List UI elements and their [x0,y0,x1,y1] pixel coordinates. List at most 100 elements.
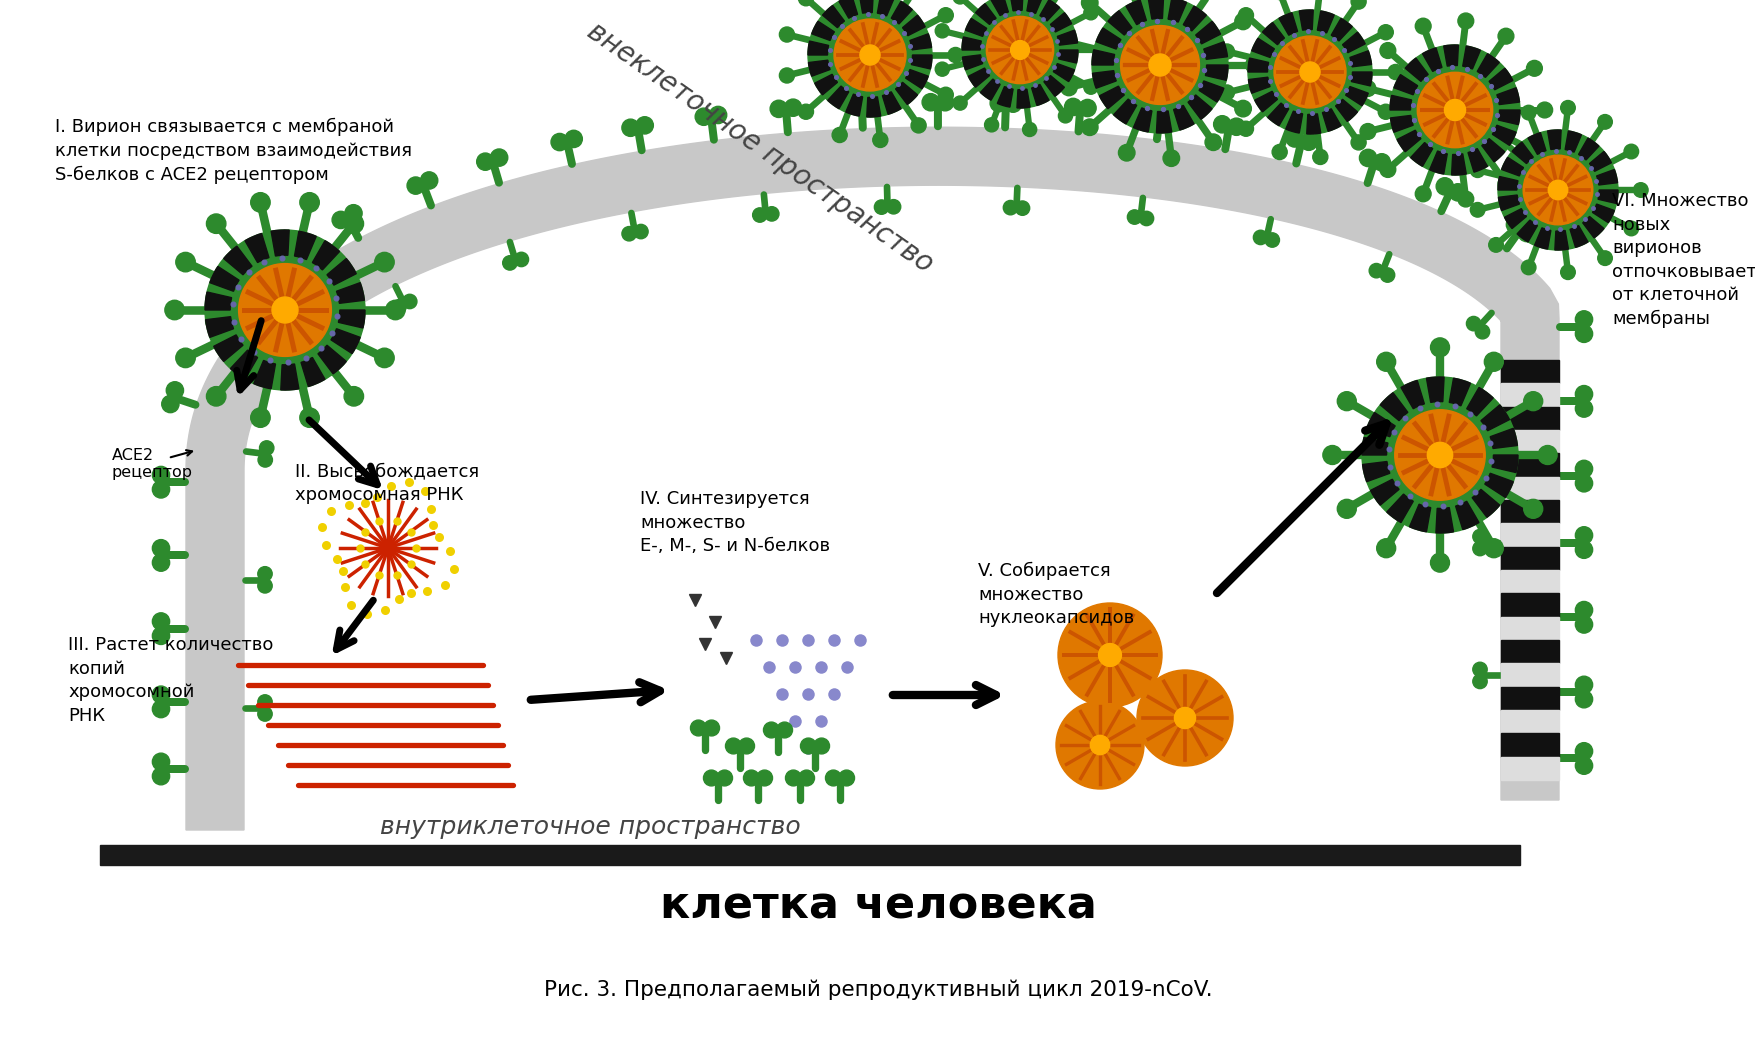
Text: VI. Множество
новых
вирионов
отпочковывается
от клеточной
мембраны: VI. Множество новых вирионов отпочковыва… [1611,192,1755,329]
Circle shape [1378,24,1392,39]
Circle shape [1574,542,1592,559]
Bar [1501,733,1558,757]
Wedge shape [1199,81,1223,102]
Wedge shape [811,21,834,40]
Circle shape [1299,133,1316,150]
Circle shape [799,104,813,119]
Wedge shape [1436,508,1453,533]
Circle shape [1274,36,1344,107]
Bar [1501,547,1558,570]
Wedge shape [1322,109,1341,131]
Circle shape [1058,603,1162,706]
Wedge shape [1495,87,1518,104]
Wedge shape [906,69,928,88]
Circle shape [1483,538,1502,558]
Circle shape [1393,410,1485,500]
Text: ACE2
рецептор: ACE2 рецептор [112,448,193,481]
Circle shape [832,128,846,143]
Circle shape [1457,13,1472,29]
Circle shape [205,312,223,330]
Circle shape [1092,43,1106,57]
Wedge shape [1409,143,1432,166]
Wedge shape [902,15,925,36]
Wedge shape [1188,95,1211,119]
Wedge shape [1481,138,1504,162]
Circle shape [1474,325,1488,339]
Wedge shape [1386,494,1413,522]
Circle shape [1472,417,1486,431]
Circle shape [1021,122,1035,136]
Circle shape [937,87,953,102]
Circle shape [1234,13,1251,30]
Wedge shape [1030,84,1048,105]
Circle shape [1469,163,1485,178]
Circle shape [1285,130,1302,147]
Text: IV. Синтезируется
множество
E-, M-, S- и N-белков: IV. Синтезируется множество E-, M-, S- и… [639,491,830,555]
Circle shape [153,700,170,718]
Wedge shape [1107,11,1132,35]
Circle shape [739,738,755,754]
Wedge shape [1362,437,1386,455]
Wedge shape [205,317,233,337]
Circle shape [165,300,184,319]
Circle shape [153,753,170,770]
Circle shape [1416,72,1492,148]
Circle shape [258,452,272,467]
Circle shape [986,16,1053,84]
Wedge shape [1422,48,1441,71]
Wedge shape [1262,22,1283,45]
Circle shape [402,295,416,309]
Wedge shape [1592,204,1613,222]
Wedge shape [281,364,298,390]
Circle shape [476,153,493,170]
Circle shape [1058,109,1072,123]
Wedge shape [1501,157,1523,176]
Circle shape [344,386,363,406]
Circle shape [690,720,706,736]
Circle shape [1574,326,1592,343]
Circle shape [776,722,792,738]
Wedge shape [1597,190,1616,203]
Wedge shape [214,335,242,362]
Circle shape [1574,691,1592,708]
Wedge shape [209,266,239,292]
Circle shape [770,100,786,117]
Bar [1501,641,1558,663]
Wedge shape [295,231,316,260]
Wedge shape [1336,99,1357,121]
Circle shape [502,255,516,270]
Circle shape [634,225,648,238]
Wedge shape [1462,46,1479,69]
Wedge shape [1409,504,1430,532]
Circle shape [799,770,814,786]
Bar [1501,710,1558,733]
Wedge shape [1016,89,1030,109]
Wedge shape [867,97,881,117]
Circle shape [742,770,758,786]
Circle shape [800,738,816,754]
Wedge shape [1397,130,1420,152]
Circle shape [1560,265,1574,280]
Circle shape [1597,251,1611,265]
Wedge shape [1053,64,1074,82]
Wedge shape [1390,96,1411,110]
Circle shape [1574,527,1592,544]
Wedge shape [990,0,1007,16]
Circle shape [1139,212,1153,226]
Circle shape [374,348,393,368]
Circle shape [1362,377,1516,533]
Circle shape [1548,180,1567,200]
Circle shape [1497,176,1513,192]
Circle shape [167,382,184,399]
Wedge shape [858,0,872,13]
Circle shape [1313,149,1327,165]
Circle shape [1158,107,1176,124]
Wedge shape [1316,11,1334,33]
Wedge shape [1365,413,1395,436]
Circle shape [1472,542,1486,555]
Wedge shape [962,55,983,70]
Circle shape [834,19,906,90]
Text: V. Собирается
множество
нуклеокапсидов: V. Собирается множество нуклеокапсидов [978,562,1134,628]
Wedge shape [246,233,269,263]
Wedge shape [1195,21,1220,44]
